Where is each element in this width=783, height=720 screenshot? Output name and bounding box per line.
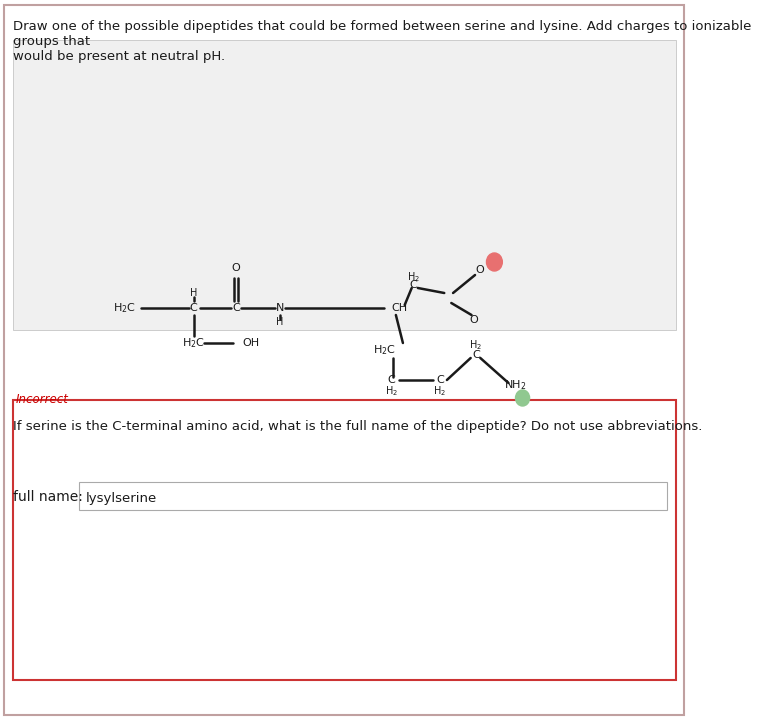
- FancyBboxPatch shape: [5, 5, 684, 715]
- Text: NH$_2$: NH$_2$: [504, 378, 527, 392]
- Text: CH: CH: [392, 303, 408, 313]
- Text: O: O: [475, 265, 484, 275]
- Text: H$_2$: H$_2$: [433, 384, 446, 398]
- Text: O: O: [232, 263, 240, 273]
- Text: If serine is the C-terminal amino acid, what is the full name of the dipeptide? : If serine is the C-terminal amino acid, …: [13, 420, 702, 433]
- Text: Draw one of the possible dipeptides that could be formed between serine and lysi: Draw one of the possible dipeptides that…: [13, 20, 752, 63]
- Text: C: C: [410, 280, 417, 290]
- Text: H$_2$C: H$_2$C: [182, 336, 205, 350]
- FancyBboxPatch shape: [13, 40, 676, 330]
- FancyBboxPatch shape: [79, 482, 667, 510]
- Text: C: C: [436, 375, 444, 385]
- Text: C: C: [232, 303, 240, 313]
- Text: C: C: [388, 375, 395, 385]
- Text: full name:: full name:: [13, 490, 83, 504]
- Text: H$_2$: H$_2$: [407, 270, 420, 284]
- Text: H$_2$C: H$_2$C: [373, 343, 396, 357]
- Text: H: H: [189, 288, 197, 298]
- Text: lysylserine: lysylserine: [86, 492, 157, 505]
- Text: H$_2$: H$_2$: [385, 384, 398, 398]
- Text: C: C: [472, 350, 480, 360]
- Text: H$_2$C: H$_2$C: [114, 301, 136, 315]
- Circle shape: [515, 390, 529, 406]
- Circle shape: [486, 253, 503, 271]
- Text: Incorrect: Incorrect: [16, 393, 69, 406]
- Text: H: H: [276, 317, 283, 327]
- Text: H$_2$: H$_2$: [470, 338, 482, 352]
- Text: O: O: [469, 315, 478, 325]
- Text: +: +: [518, 393, 527, 403]
- Text: OH: OH: [242, 338, 259, 348]
- Text: C: C: [189, 303, 197, 313]
- Text: N: N: [276, 303, 284, 313]
- Text: −: −: [489, 256, 500, 269]
